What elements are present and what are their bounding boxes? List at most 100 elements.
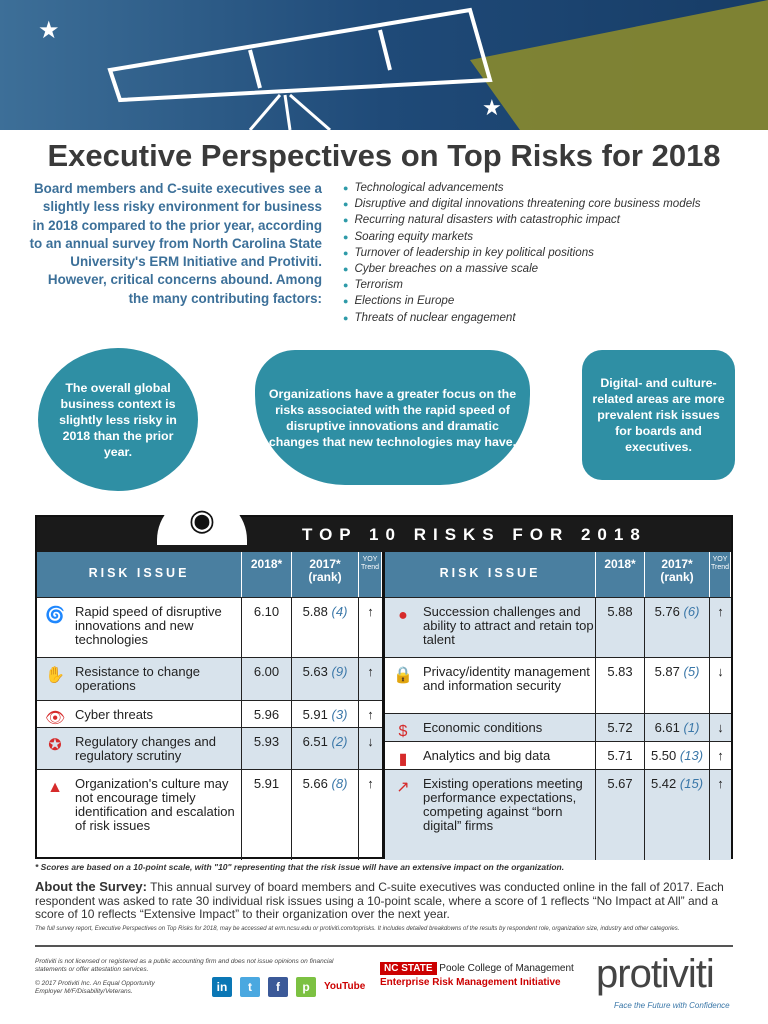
rank-2017: (15)	[679, 776, 704, 791]
top-risks-table: TOP 10 RISKS FOR 2018 ◉ RISK ISSUE 2018* 2…	[35, 495, 733, 860]
linkedin-icon[interactable]: in	[212, 977, 232, 997]
dollar-icon: $	[398, 723, 408, 740]
yoy-trend: ↑	[717, 748, 724, 763]
about-survey: About the Survey: This annual survey of …	[35, 880, 735, 922]
header-rank-label: (rank)	[308, 570, 342, 584]
risk-issue-cell: $ Economic conditions	[385, 714, 596, 741]
factor-list: Technological advancements Disruptive an…	[343, 180, 763, 326]
score-2017-cell: 5.91 (3)	[292, 701, 359, 727]
score-2018: 6.00	[242, 658, 292, 700]
score-2017-cell: 5.63 (9)	[292, 658, 359, 700]
tagline: Face the Future with Confidence	[614, 1001, 730, 1010]
yoy-trend: ↑	[717, 604, 724, 619]
list-item: Cyber breaches on a massive scale	[343, 261, 763, 277]
score-2017: 5.42	[650, 776, 677, 791]
poole-label: Poole College of Management	[439, 963, 574, 974]
hero-banner: ★ ★	[0, 0, 768, 130]
footnote: * Scores are based on a 10-point scale, …	[35, 862, 565, 872]
score-2017: 5.50	[650, 748, 677, 763]
score-2018: 5.93	[242, 728, 292, 769]
table-row: ▲ Organization's culture may not encourag…	[37, 769, 382, 860]
yoy-trend: ↑	[367, 707, 374, 722]
yoy-trend: ↑	[717, 776, 724, 791]
left-table: RISK ISSUE 2018* 2017* (rank) YOY Trend 🌀 Rapid…	[37, 552, 382, 860]
risk-issue-cell: ▮ Analytics and big data	[385, 742, 596, 769]
facebook-icon[interactable]: f	[268, 977, 288, 997]
score-2017-cell: 6.61 (1)	[645, 714, 710, 741]
copyright: © 2017 Protiviti Inc. An Equal Opportuni…	[35, 980, 155, 995]
score-2018: 5.83	[596, 658, 645, 713]
score-2017: 5.91	[302, 707, 328, 722]
ncstate-logo: NC STATE Poole College of Management	[380, 962, 574, 975]
hand-stop-icon: ✋	[45, 667, 65, 684]
header-2017: 2017* (rank)	[645, 552, 710, 597]
rank-2017: (2)	[331, 734, 348, 749]
score-2018: 5.72	[596, 714, 645, 741]
tornado-icon: 🌀	[45, 607, 65, 624]
risk-issue-cell: 👁 Cyber threats	[37, 701, 242, 727]
yoy-trend: ↑	[367, 664, 374, 679]
risk-issue: Existing operations meeting performance …	[423, 776, 583, 833]
score-2017: 5.76	[654, 604, 680, 619]
youtube-icon[interactable]: YouTube	[324, 977, 366, 997]
header-2018: 2018*	[596, 552, 645, 597]
header-risk-issue: RISK ISSUE	[37, 552, 242, 597]
bar-chart-icon: ▮	[398, 751, 408, 768]
about-text: This annual survey of board members and …	[35, 880, 724, 921]
rank-2017: (8)	[331, 776, 348, 791]
ncstate-tag: NC STATE	[380, 962, 437, 975]
full-report-note: The full survey report, Executive Perspe…	[35, 926, 680, 932]
podcast-icon[interactable]: p	[296, 977, 316, 997]
table-row: 🌀 Rapid speed of disruptive innovations a…	[37, 597, 382, 657]
person-icon: ●	[398, 607, 408, 624]
risk-issue: Succession challenges and ability to att…	[423, 604, 594, 647]
risk-issue: Regulatory changes and regulatory scruti…	[75, 734, 216, 763]
yoy-trend: ↓	[367, 734, 374, 749]
list-item: Recurring natural disasters with catastr…	[343, 212, 763, 228]
twitter-icon[interactable]: t	[240, 977, 260, 997]
risk-issue-cell: ↗ Existing operations meeting performance…	[385, 770, 596, 860]
rank-2017: (6)	[683, 604, 700, 619]
score-2018: 5.88	[596, 598, 645, 657]
risk-issue: Economic conditions	[423, 720, 543, 735]
score-2018: 5.71	[596, 742, 645, 769]
score-2017: 5.88	[302, 604, 328, 619]
divider	[35, 945, 733, 947]
risk-issue: Rapid speed of disruptive innovations an…	[75, 604, 222, 647]
trend-label: Trend	[360, 564, 380, 571]
eye-icon: 👁	[45, 710, 66, 727]
list-item: Terrorism	[343, 277, 763, 293]
header-2017-label: 2017*	[661, 557, 693, 571]
eye-icon: ◉	[157, 495, 247, 545]
table-row: ✋ Resistance to change operations 6.00 5.63…	[37, 657, 382, 700]
yoy-trend: ↑	[367, 604, 374, 619]
badge-icon: ✪	[48, 737, 62, 754]
header-2017: 2017* (rank)	[292, 552, 359, 597]
header-yoy: YOY Trend	[359, 552, 382, 597]
table-row: 🔒 Privacy/identity management and informa…	[385, 657, 731, 713]
score-2017-cell: 5.66 (8)	[292, 770, 359, 860]
score-2018: 5.67	[596, 770, 645, 860]
score-2017: 5.63	[302, 664, 328, 679]
callout-bubble: Organizations have a greater focus on th…	[255, 350, 530, 485]
table-title: TOP 10 RISKS FOR 2018	[37, 517, 731, 552]
list-item: Soaring equity markets	[343, 229, 763, 245]
score-2017: 6.51	[302, 734, 328, 749]
risk-issue-cell: 🔒 Privacy/identity management and informa…	[385, 658, 596, 713]
yoy-trend: ↓	[717, 720, 724, 735]
risk-issue: Resistance to change operations	[75, 664, 201, 693]
table-row: ▮ Analytics and big data 5.71 5.50 (13) ↑	[385, 741, 731, 769]
header-risk-issue: RISK ISSUE	[385, 552, 596, 597]
erm-label: Enterprise Risk Management Initiative	[380, 977, 561, 988]
callout-bubble: The overall global business context is s…	[38, 348, 198, 491]
score-2017-cell: 6.51 (2)	[292, 728, 359, 769]
risk-issue: Privacy/identity management and informat…	[423, 664, 590, 693]
header-2018: 2018*	[242, 552, 292, 597]
score-2018: 6.10	[242, 598, 292, 657]
score-2017-cell: 5.42 (15)	[645, 770, 710, 860]
table-row: 👁 Cyber threats 5.96 5.91 (3) ↑	[37, 700, 382, 727]
warning-icon: ▲	[47, 779, 63, 796]
score-2018: 5.96	[242, 701, 292, 727]
header-2017-label: 2017*	[309, 557, 341, 571]
disclaimer: Protiviti is not licensed or registered …	[35, 958, 334, 973]
